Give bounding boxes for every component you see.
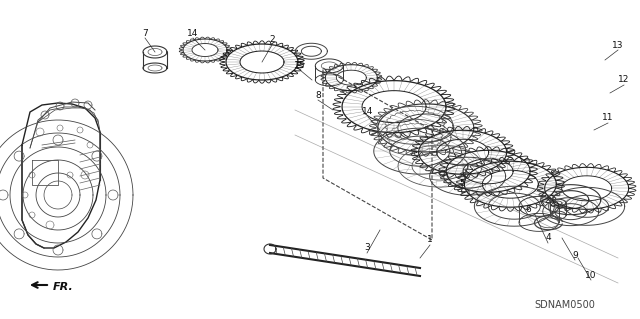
Text: 12: 12 — [618, 76, 630, 85]
Text: 14: 14 — [362, 108, 374, 116]
Text: 1: 1 — [427, 235, 433, 244]
Text: 6: 6 — [525, 205, 531, 214]
Text: 7: 7 — [142, 28, 148, 38]
Text: 9: 9 — [572, 250, 578, 259]
Text: SDNAM0500: SDNAM0500 — [534, 300, 595, 310]
Text: 5: 5 — [459, 179, 465, 188]
Text: FR.: FR. — [53, 282, 74, 292]
Text: 13: 13 — [612, 41, 624, 49]
Text: 15: 15 — [294, 61, 306, 70]
Text: 4: 4 — [545, 234, 551, 242]
Text: 11: 11 — [602, 114, 614, 122]
Text: 8: 8 — [315, 91, 321, 100]
Text: 2: 2 — [269, 35, 275, 44]
Text: 3: 3 — [364, 243, 370, 253]
Text: 10: 10 — [585, 271, 596, 279]
Text: 14: 14 — [188, 28, 198, 38]
